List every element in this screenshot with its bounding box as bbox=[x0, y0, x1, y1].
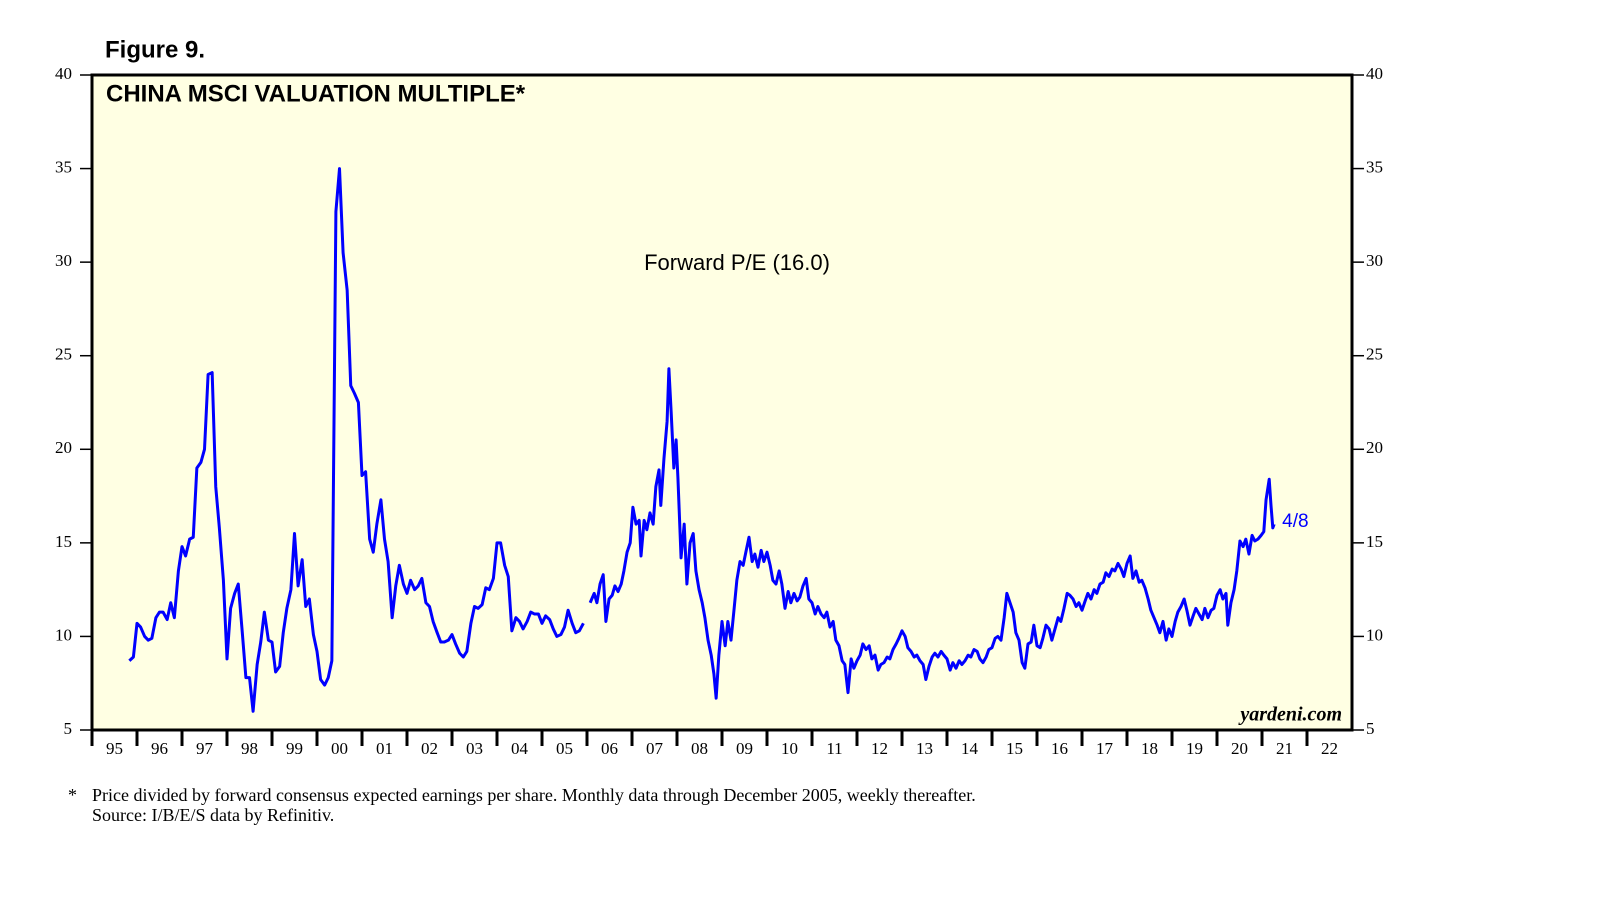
x-tick-label: 07 bbox=[646, 739, 664, 758]
end-label: 4/8 bbox=[1282, 511, 1308, 532]
x-tick-label: 95 bbox=[106, 739, 123, 758]
x-tick-label: 16 bbox=[1051, 739, 1068, 758]
x-tick-label: 03 bbox=[466, 739, 483, 758]
annotation: Forward P/E (16.0) bbox=[644, 250, 830, 275]
y-tick-label: 25 bbox=[1366, 345, 1383, 364]
x-tick-label: 96 bbox=[151, 739, 168, 758]
y-tick-label: 15 bbox=[1366, 532, 1383, 551]
data-line bbox=[128, 167, 1276, 713]
y-tick-label: 40 bbox=[55, 64, 72, 83]
x-tick-label: 09 bbox=[736, 739, 753, 758]
y-tick-label: 25 bbox=[55, 345, 72, 364]
x-tick-label: 02 bbox=[421, 739, 438, 758]
x-tick-label: 13 bbox=[916, 739, 933, 758]
x-tick-label: 99 bbox=[286, 739, 303, 758]
y-tick-label: 20 bbox=[1366, 438, 1383, 457]
x-tick-label: 11 bbox=[826, 739, 842, 758]
y-tick-label: 15 bbox=[55, 532, 72, 551]
x-tick-label: 05 bbox=[556, 739, 573, 758]
x-tick-label: 20 bbox=[1231, 739, 1248, 758]
x-tick-label: 97 bbox=[196, 739, 214, 758]
y-tick-label: 30 bbox=[1366, 251, 1383, 270]
x-tick-label: 10 bbox=[781, 739, 798, 758]
x-tick-label: 01 bbox=[376, 739, 393, 758]
footnote: Source: I/B/E/S data by Refinitiv. bbox=[92, 805, 334, 825]
y-tick-label: 10 bbox=[1366, 625, 1383, 644]
y-tick-label: 10 bbox=[55, 625, 72, 644]
footnote: Price divided by forward consensus expec… bbox=[92, 785, 976, 805]
x-tick-label: 12 bbox=[871, 739, 888, 758]
y-tick-label: 20 bbox=[55, 438, 72, 457]
x-tick-label: 98 bbox=[241, 739, 258, 758]
x-tick-label: 14 bbox=[961, 739, 979, 758]
figure-label: Figure 9. bbox=[105, 36, 205, 63]
x-tick-label: 06 bbox=[601, 739, 618, 758]
y-tick-label: 30 bbox=[55, 251, 72, 270]
source-brand: yardeni.com bbox=[1238, 704, 1342, 726]
y-tick-label: 35 bbox=[1366, 157, 1383, 176]
x-tick-label: 08 bbox=[691, 739, 708, 758]
x-tick-label: 19 bbox=[1186, 739, 1203, 758]
x-tick-label: 21 bbox=[1276, 739, 1293, 758]
x-tick-label: 04 bbox=[511, 739, 529, 758]
x-tick-label: 00 bbox=[331, 739, 348, 758]
x-tick-label: 15 bbox=[1006, 739, 1023, 758]
y-tick-label: 40 bbox=[1366, 64, 1383, 83]
chart-title: CHINA MSCI VALUATION MULTIPLE* bbox=[106, 80, 526, 107]
x-tick-label: 17 bbox=[1096, 739, 1114, 758]
x-tick-label: 18 bbox=[1141, 739, 1158, 758]
y-tick-label: 5 bbox=[1366, 719, 1375, 738]
y-tick-label: 35 bbox=[55, 157, 72, 176]
footnote-marker: * bbox=[68, 785, 77, 805]
y-tick-label: 5 bbox=[64, 719, 73, 738]
x-tick-label: 22 bbox=[1321, 739, 1338, 758]
